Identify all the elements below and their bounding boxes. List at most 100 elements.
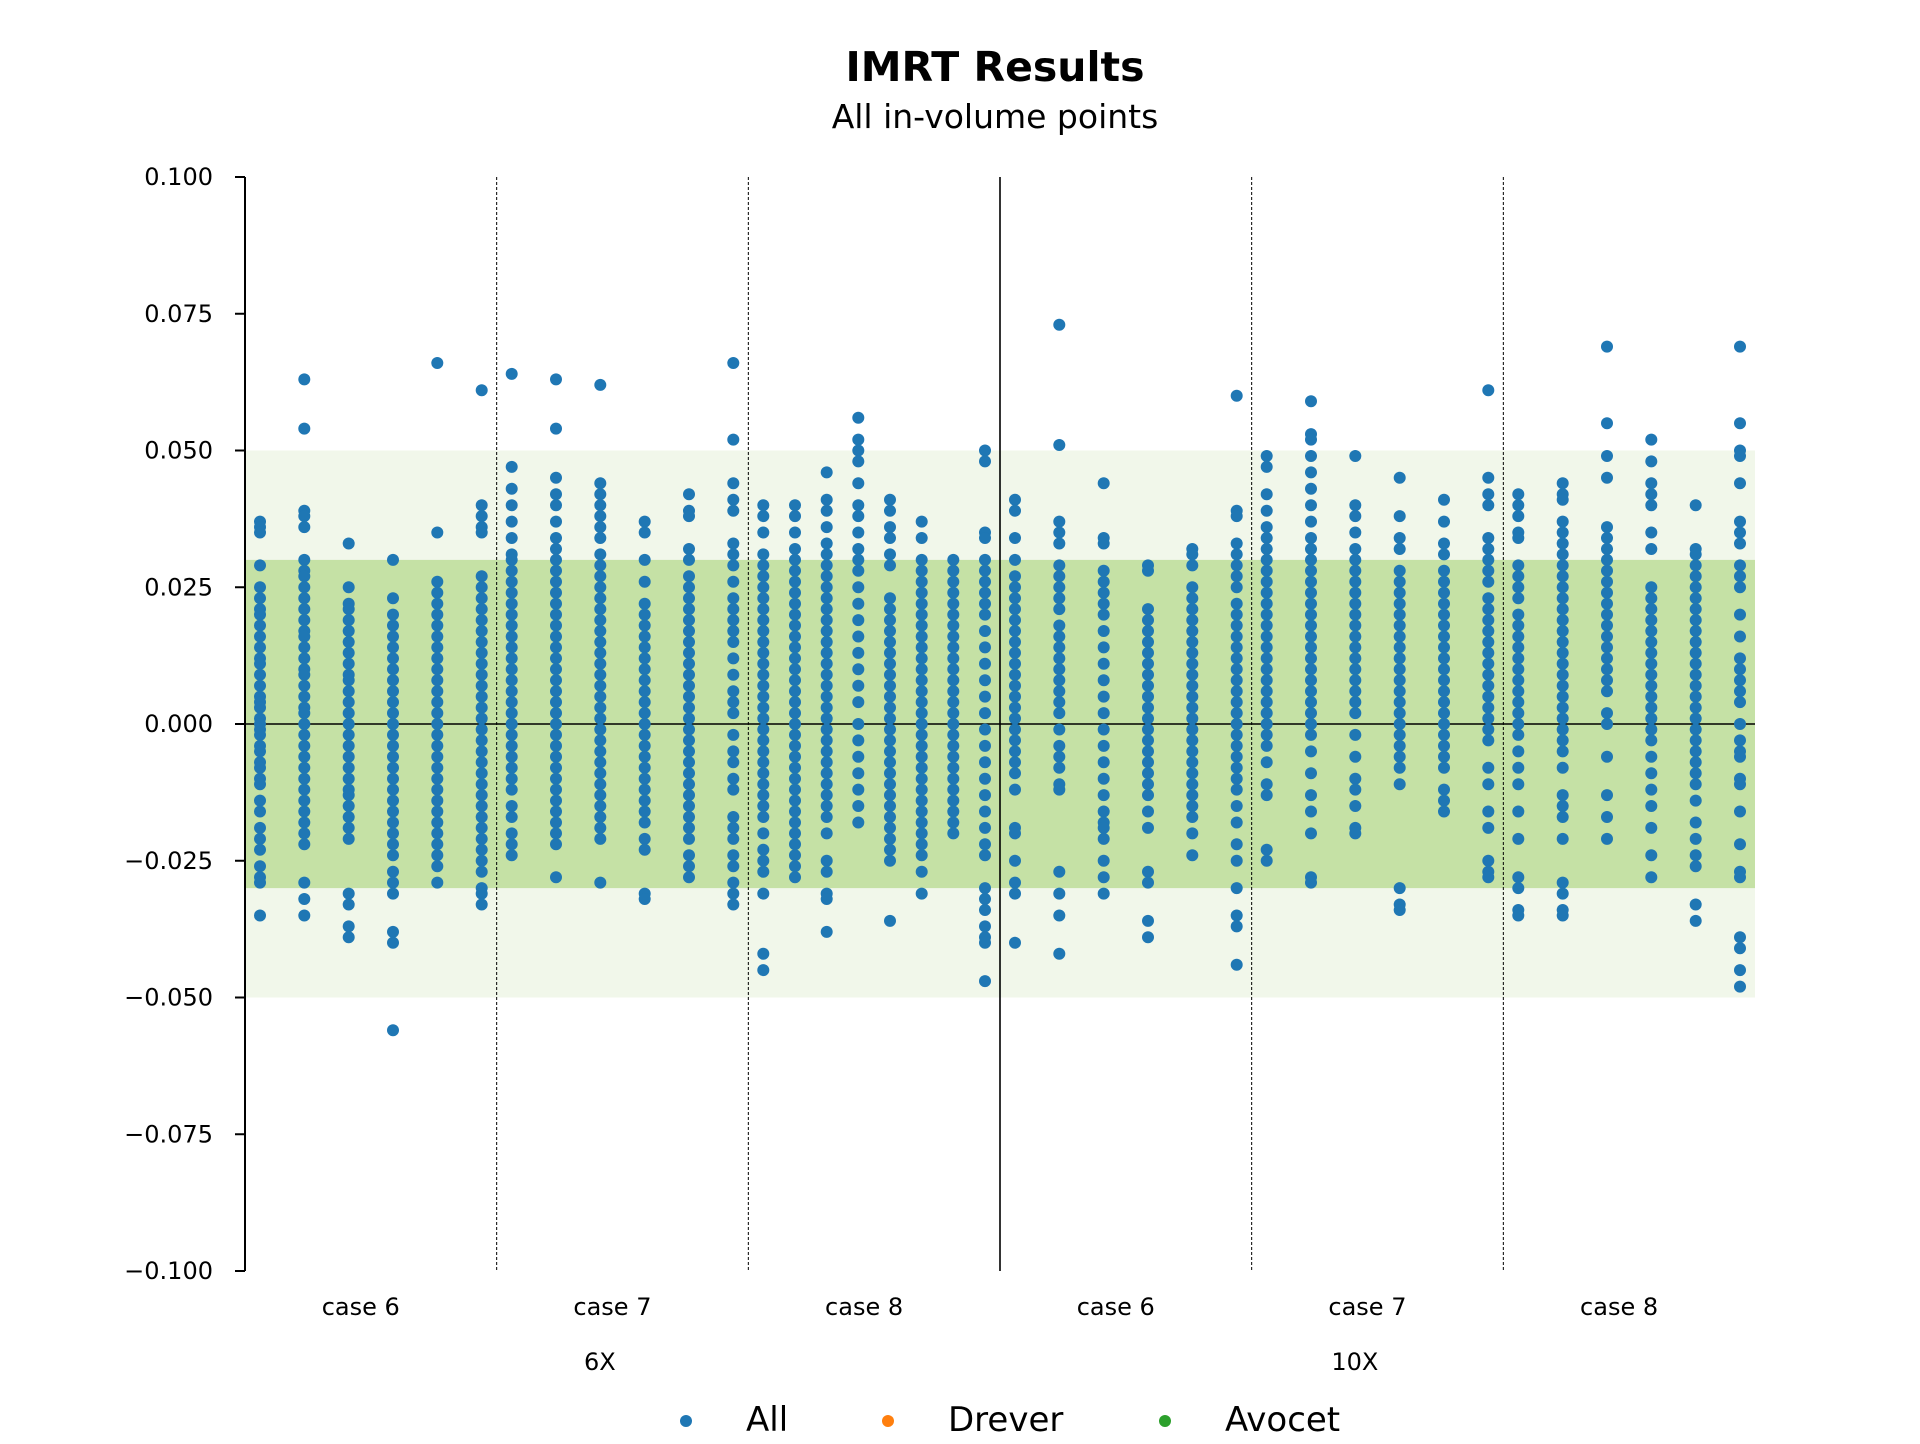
data-point (1556, 734, 1569, 747)
data-point (683, 603, 695, 616)
data-point (1009, 827, 1021, 840)
data-point (727, 685, 740, 698)
data-point (683, 767, 695, 780)
data-point (757, 778, 770, 791)
data-point (915, 575, 928, 588)
data-point (683, 657, 695, 670)
data-point (475, 701, 488, 714)
data-point (550, 471, 562, 484)
data-point (431, 663, 444, 676)
data-point (1230, 920, 1243, 933)
data-point (254, 860, 266, 873)
data-point (1601, 450, 1613, 462)
data-point (342, 887, 355, 900)
data-point (1482, 625, 1495, 637)
data-point (1734, 570, 1746, 583)
data-point (1260, 597, 1273, 610)
data-point (1142, 789, 1154, 802)
data-point (683, 701, 695, 714)
data-point (1482, 592, 1495, 605)
data-point (1305, 532, 1317, 544)
data-point (505, 761, 518, 774)
data-point (1349, 772, 1362, 785)
data-point (505, 827, 518, 840)
data-point (431, 761, 444, 774)
data-point (1645, 488, 1658, 501)
data-point (475, 767, 488, 780)
data-point (979, 849, 991, 862)
data-point (789, 652, 801, 665)
data-point (1230, 800, 1243, 812)
data-point (1260, 586, 1273, 599)
data-point (727, 614, 740, 627)
data-point (1556, 789, 1569, 802)
data-point (475, 832, 488, 845)
data-point (1142, 734, 1154, 747)
data-point (1601, 641, 1613, 654)
data-point (1230, 619, 1243, 632)
data-point (298, 373, 311, 386)
data-point (1097, 597, 1110, 610)
data-point (915, 849, 928, 862)
data-point (884, 767, 896, 780)
data-point (884, 657, 896, 670)
data-point (852, 526, 865, 539)
data-point (431, 772, 444, 785)
data-point (505, 482, 518, 495)
data-point (638, 575, 651, 588)
data-point (638, 707, 651, 720)
data-point (1053, 750, 1066, 763)
data-point (915, 707, 928, 720)
group-label: 6X (584, 1348, 616, 1376)
data-point (1512, 630, 1525, 643)
data-point (1009, 767, 1021, 780)
data-point (1260, 564, 1273, 577)
data-point (915, 718, 928, 730)
data-point (1349, 707, 1362, 720)
data-point (1349, 564, 1362, 577)
data-point (475, 898, 488, 911)
data-point (1734, 942, 1746, 955)
data-point (947, 685, 960, 698)
data-point (1393, 739, 1406, 752)
data-point (342, 581, 355, 594)
data-point (1097, 887, 1110, 900)
data-point (1645, 657, 1658, 670)
data-point (947, 630, 960, 643)
data-point (1349, 608, 1362, 621)
data-point (254, 909, 266, 922)
data-point (947, 772, 960, 785)
data-point (1512, 532, 1525, 544)
data-point (594, 559, 607, 572)
data-point (387, 794, 399, 807)
data-point (475, 510, 488, 523)
data-point (915, 674, 928, 687)
data-point (1482, 575, 1495, 588)
data-point (1230, 958, 1243, 971)
data-point (757, 865, 770, 878)
data-point (1512, 882, 1525, 895)
data-point (915, 805, 928, 818)
data-point (431, 586, 444, 599)
data-point (947, 816, 960, 829)
data-point (254, 843, 266, 856)
data-point (1734, 477, 1746, 490)
data-point (254, 778, 266, 791)
data-point (431, 357, 444, 369)
data-point (1305, 543, 1317, 555)
data-point (1230, 389, 1243, 402)
data-point (884, 625, 896, 637)
data-point (594, 581, 607, 594)
data-point (884, 493, 896, 506)
data-point (1186, 581, 1199, 594)
data-point (1734, 608, 1746, 621)
data-point (1689, 690, 1702, 703)
data-point (1097, 674, 1110, 687)
data-point (505, 652, 518, 665)
data-point (638, 728, 651, 741)
data-point (947, 586, 960, 599)
data-point (820, 723, 833, 736)
data-point (1009, 570, 1021, 583)
data-point (431, 674, 444, 687)
